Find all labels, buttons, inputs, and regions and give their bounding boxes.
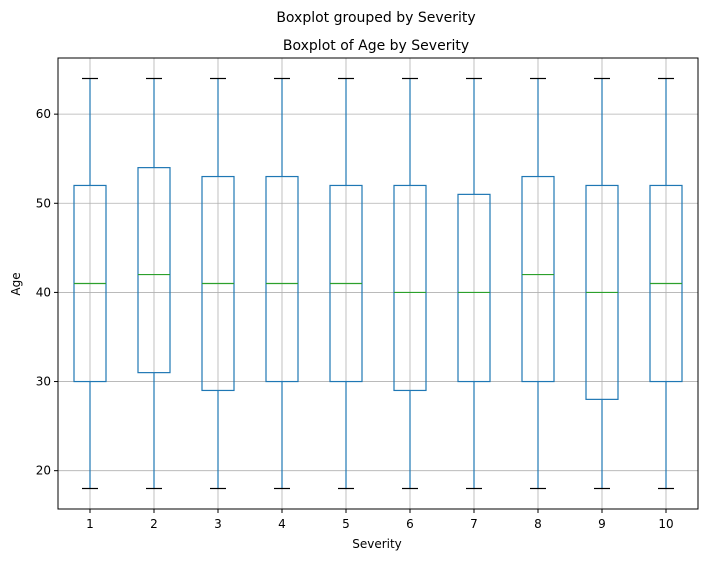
chart-title: Boxplot of Age by Severity (283, 38, 469, 54)
box-group-9 (585, 77, 619, 490)
y-axis-label: Age (9, 272, 23, 295)
chart-suptitle: Boxplot grouped by Severity (276, 10, 475, 26)
x-tick-label: 1 (86, 517, 94, 531)
y-tick-label: 50 (36, 196, 51, 210)
x-tick-label: 9 (598, 517, 606, 531)
box-group-8 (521, 77, 555, 490)
y-tick-label: 30 (36, 375, 51, 389)
plot-frame (57, 57, 699, 510)
iqr-box (521, 175, 555, 383)
x-tick-label: 5 (342, 517, 350, 531)
box-group-3 (201, 77, 235, 490)
y-tick-label: 40 (36, 285, 51, 299)
axis-ticks: 20 30 40 50 60 1 2 3 4 5 6 7 8 9 10 (36, 107, 674, 531)
y-tick-label: 20 (36, 464, 51, 478)
iqr-box (137, 167, 171, 374)
iqr-box (393, 184, 427, 392)
x-axis-label: Severity (352, 537, 402, 551)
x-tick-label: 6 (406, 517, 414, 531)
box-group-7 (457, 77, 491, 490)
x-tick-label: 3 (214, 517, 222, 531)
box-group-6 (393, 77, 427, 490)
x-tick-label: 8 (534, 517, 542, 531)
x-tick-label: 2 (150, 517, 158, 531)
box-group-2 (137, 77, 171, 490)
x-tick-label: 4 (278, 517, 286, 531)
x-tick-label: 7 (470, 517, 478, 531)
iqr-box (265, 175, 299, 383)
box-group-5 (329, 77, 363, 490)
box-group-10 (649, 77, 683, 490)
iqr-box (457, 193, 491, 383)
x-tick-label: 10 (658, 517, 673, 531)
box-group-1 (73, 77, 107, 490)
box-group-4 (265, 77, 299, 490)
boxes (73, 77, 683, 490)
y-tick-label: 60 (36, 107, 51, 121)
